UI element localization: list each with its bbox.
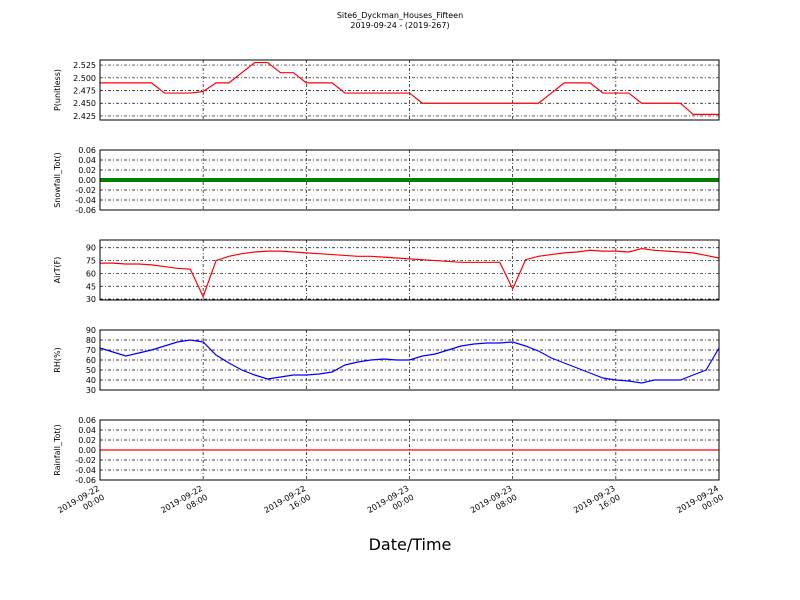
y-tick-label: 45	[86, 282, 96, 291]
y-tick-label: 0.00	[78, 176, 96, 185]
y-tick-label: 30	[86, 386, 96, 395]
data-line	[99, 339, 720, 384]
y-tick-label: 2.425	[73, 112, 96, 121]
y-axis-label: RH(%)	[53, 347, 62, 372]
y-tick-label: 0.06	[78, 416, 96, 425]
y-tick-label: 0.02	[78, 436, 96, 445]
y-tick-label: 90	[86, 244, 96, 253]
plot-frame	[99, 239, 720, 301]
y-axis-label: P(unitless)	[53, 69, 62, 111]
y-tick-label: 30	[86, 295, 96, 304]
y-tick-label: 70	[86, 346, 96, 355]
data-line	[100, 247, 720, 299]
plot-frame	[99, 149, 720, 211]
y-tick-label: -0.02	[75, 456, 96, 465]
y-tick-label: 0.02	[78, 166, 96, 175]
y-tick-label: 0.00	[78, 446, 96, 455]
data-line	[100, 61, 719, 116]
y-tick-label: 0.04	[78, 426, 96, 435]
y-tick-label: 40	[86, 376, 96, 385]
y-axis-label: Rainfall_Tot()	[53, 424, 62, 476]
plot-frame	[99, 59, 720, 121]
y-tick-label: -0.04	[75, 196, 96, 205]
y-tick-label: -0.04	[75, 466, 96, 475]
y-tick-label: 80	[86, 336, 96, 345]
y-tick-label: 90	[86, 326, 96, 335]
y-tick-label: -0.06	[75, 476, 96, 485]
y-axis-label: AirT(F)	[53, 257, 62, 284]
y-tick-label: 50	[86, 366, 96, 375]
chart-title: Site6_Dyckman_Houses_Fifteen	[337, 11, 463, 20]
y-tick-label: 2.450	[73, 99, 96, 108]
y-tick-label: 60	[86, 269, 96, 278]
y-axis-label: Snowfall_Tot()	[53, 152, 62, 208]
y-tick-label: -0.02	[75, 186, 96, 195]
x-axis-label: Date/Time	[369, 535, 452, 554]
y-tick-label: 0.06	[78, 146, 96, 155]
y-tick-label: 2.500	[73, 74, 96, 83]
y-tick-label: 0.04	[78, 156, 96, 165]
plot-frame	[99, 329, 720, 391]
chart-subtitle: 2019-09-24 - (2019-267)	[350, 21, 449, 30]
y-tick-label: 2.475	[73, 87, 96, 96]
y-tick-label: 2.525	[73, 61, 96, 70]
y-tick-label: 75	[86, 257, 96, 266]
y-tick-label: 60	[86, 356, 96, 365]
plot-frame	[99, 419, 720, 481]
y-tick-label: -0.06	[75, 206, 96, 215]
